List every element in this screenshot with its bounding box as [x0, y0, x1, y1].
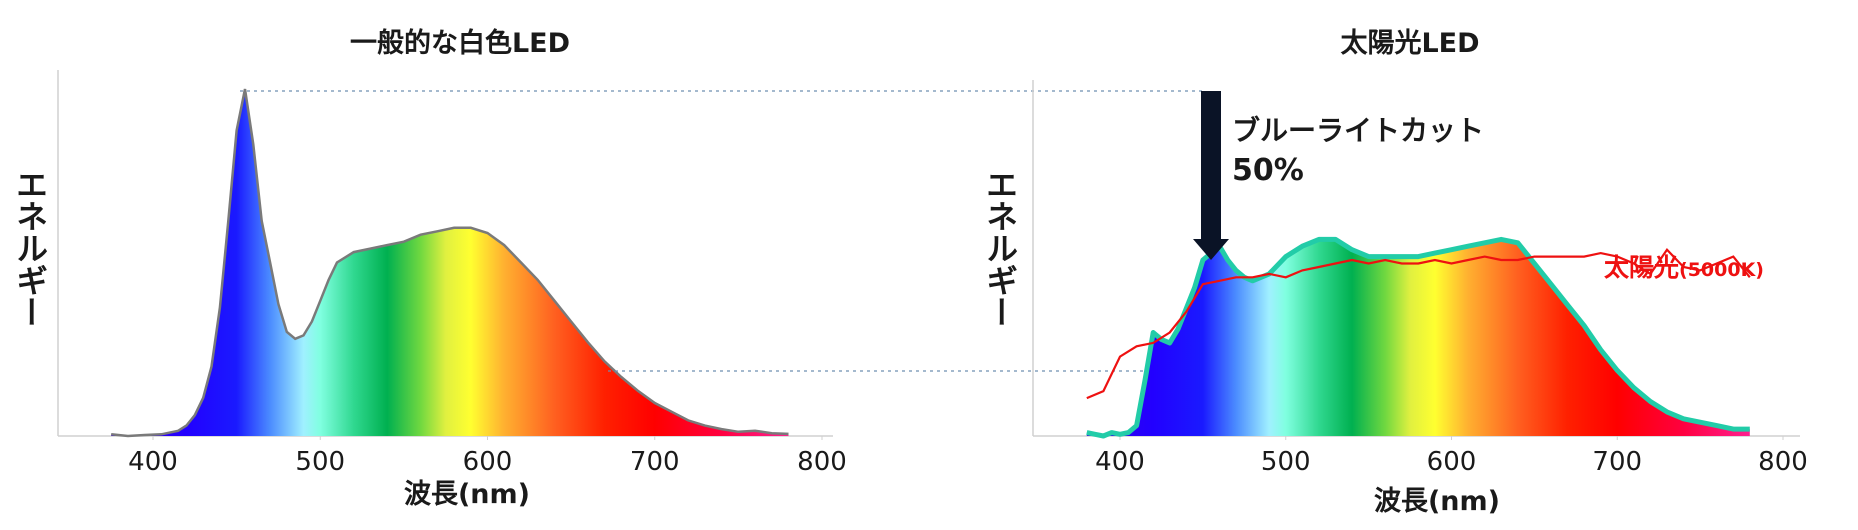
- x-tick-label: 600: [463, 447, 513, 477]
- chart-sunlight-led: 太陽光LED エネルギー 400 500 600 700 800 ブルーライトカット 5…: [981, 28, 1808, 517]
- chart-title-sunlight-led: 太陽光LED: [1340, 28, 1479, 59]
- chart-title-white-led: 一般的な白色LED: [350, 27, 570, 59]
- x-tick-label: 400: [128, 447, 178, 477]
- spectrum-area-sunlight-led: [1086, 239, 1750, 436]
- blue-light-cut-label: ブルーライトカット: [1232, 114, 1484, 147]
- sunlight-legend-sub: (5000K): [1679, 259, 1764, 281]
- blue-light-cut-arrow: [1193, 91, 1229, 260]
- x-tick-label: 700: [1592, 447, 1642, 477]
- y-axis-label-sunlight-led: エネルギー: [981, 168, 1019, 328]
- sunlight-5000k-line: [1086, 247, 1751, 400]
- spectrum-outline-white-led: [111, 88, 789, 438]
- x-tick-label: 400: [1095, 447, 1145, 477]
- x-axis-label-white-led: 波長(nm): [404, 479, 530, 510]
- x-ticks-sunlight-led: 400 500 600 700 800: [1095, 436, 1808, 477]
- blue-light-cut-percent: 50%: [1232, 153, 1304, 188]
- y-axis-label-white-led: エネルギー: [11, 168, 49, 328]
- spectrum-area-white-led: [111, 89, 789, 436]
- sunlight-legend-label: 太陽光(5000K): [1604, 253, 1764, 282]
- chart-white-led: 一般的な白色LED エネルギー 400 500 600 700 800 波長(nm): [11, 27, 847, 510]
- x-tick-label: 800: [797, 447, 847, 477]
- arrow-shaft: [1201, 91, 1221, 239]
- x-tick-label: 500: [295, 447, 345, 477]
- x-axis-label-sunlight-led: 波長(nm): [1374, 486, 1500, 517]
- spectrum-outline-sunlight-led: [1086, 236, 1750, 439]
- x-ticks-white-led: 400 500 600 700 800: [128, 436, 847, 477]
- x-tick-label: 800: [1758, 447, 1808, 477]
- x-tick-label: 500: [1261, 447, 1311, 477]
- x-tick-label: 700: [630, 447, 680, 477]
- x-tick-label: 600: [1427, 447, 1477, 477]
- sunlight-legend-main: 太陽光: [1604, 253, 1679, 282]
- arrow-head: [1193, 239, 1229, 260]
